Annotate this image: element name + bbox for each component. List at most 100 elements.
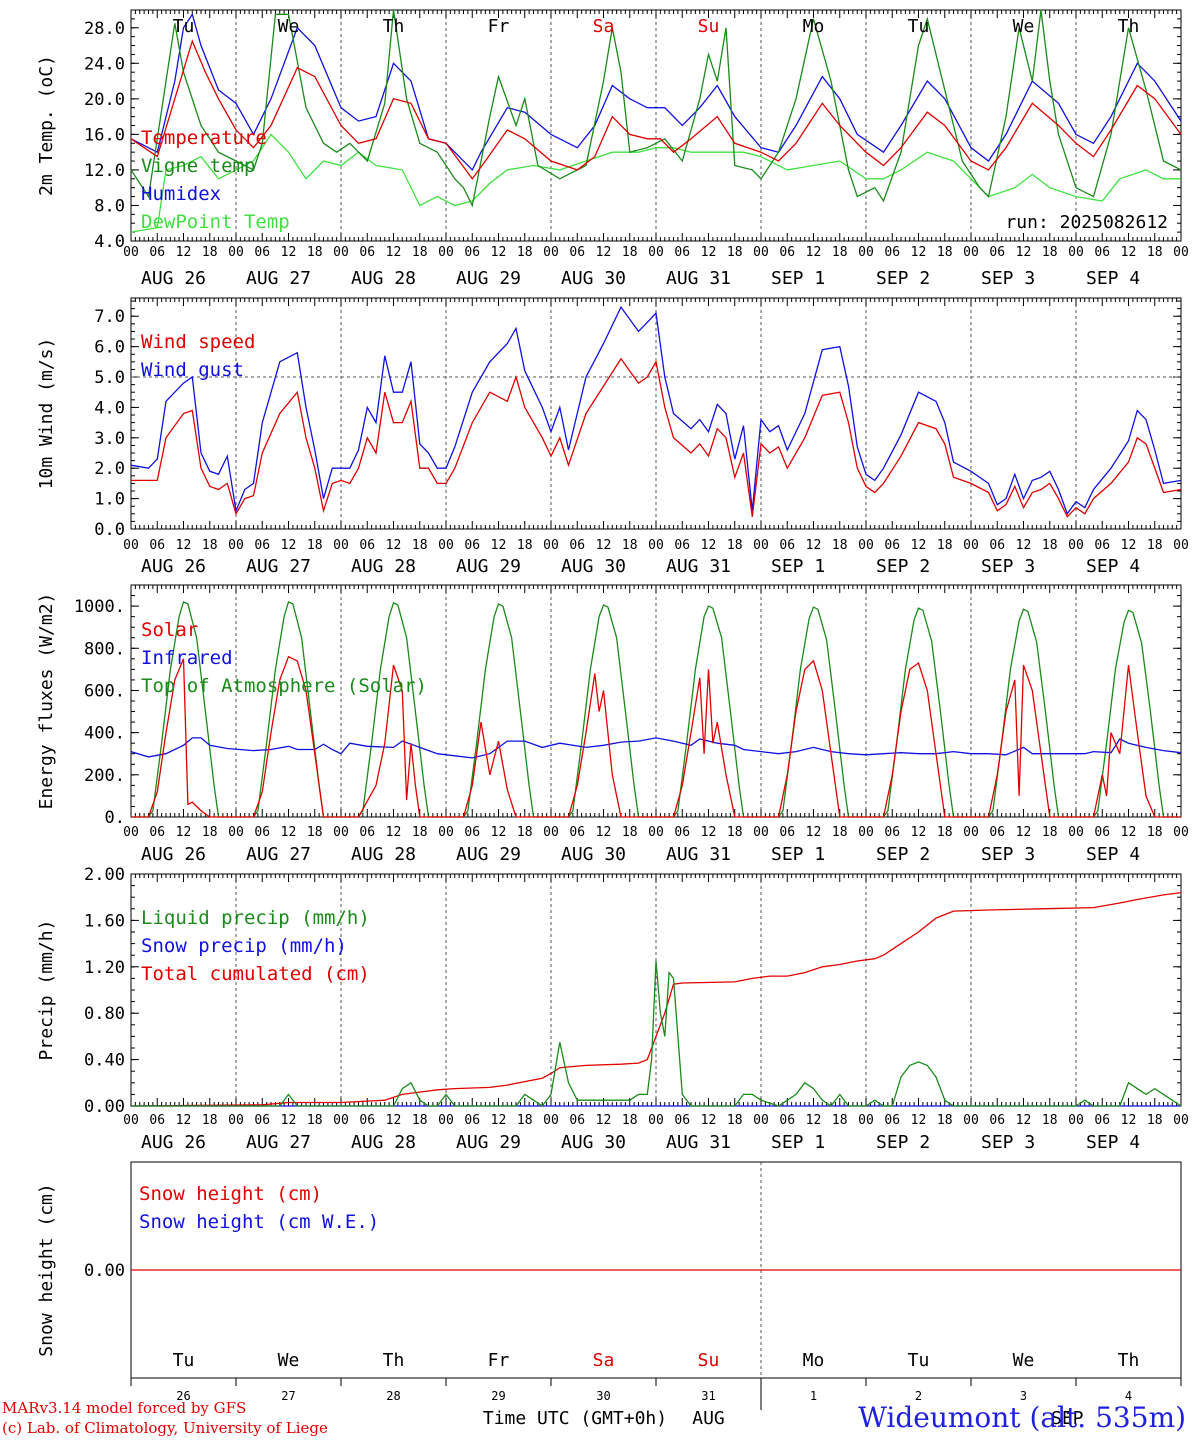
wind-hour-tick-label: 00 <box>963 538 979 553</box>
wind-hour-tick-label: 06 <box>779 538 795 553</box>
temp-date-label: AUG 30 <box>561 268 626 289</box>
precip-hour-tick-label: 12 <box>596 1113 612 1128</box>
day-number: 29 <box>491 1389 505 1403</box>
wind-hour-tick-label: 06 <box>464 538 480 553</box>
legend-temp-0: Temperature <box>141 127 267 149</box>
precip-hour-tick-label: 06 <box>884 1113 900 1128</box>
temp-hour-tick-label: 12 <box>596 245 612 260</box>
precip-hour-tick-label: 00 <box>438 1113 454 1128</box>
energy-date-label: SEP 4 <box>1086 844 1140 865</box>
temp-hour-tick-label: 12 <box>1121 245 1137 260</box>
energy-hour-tick-label: 06 <box>464 825 480 840</box>
model-credit: MARv3.14 model forced by GFS <box>2 1399 247 1417</box>
day-number: 31 <box>701 1389 715 1403</box>
precip-y-tick-label: 0.40 <box>84 1051 125 1071</box>
wind-date-label: AUG 29 <box>456 556 521 577</box>
weekday-label-bottom: We <box>1013 1350 1035 1371</box>
temp-hour-tick-label: 00 <box>858 245 874 260</box>
temp-series-temperature <box>130 39 1182 180</box>
wind-hour-tick-label: 06 <box>149 538 165 553</box>
energy-hour-tick-label: 00 <box>123 825 139 840</box>
wind-hour-tick-label: 00 <box>438 538 454 553</box>
energy-hour-tick-label: 00 <box>963 825 979 840</box>
energy-y-tick-label: 1000. <box>74 597 125 617</box>
wind-hour-tick-label: 12 <box>491 538 507 553</box>
wind-y-tick-label: 0.0 <box>94 520 125 540</box>
temp-hour-tick-label: 06 <box>569 245 585 260</box>
energy-hour-tick-label: 00 <box>228 825 244 840</box>
wind-hour-tick-label: 06 <box>254 538 270 553</box>
energy-hour-tick-label: 18 <box>832 825 848 840</box>
weekday-label-bottom: Tu <box>908 1350 930 1371</box>
wind-hour-tick-label: 12 <box>911 538 927 553</box>
energy-hour-tick-label: 12 <box>806 825 822 840</box>
precip-date-label: AUG 26 <box>141 1132 206 1153</box>
temp-date-label: SEP 1 <box>771 268 825 289</box>
weekday-label-top: We <box>1013 16 1035 37</box>
energy-series-solar <box>131 655 1181 818</box>
wind-hour-tick-label: 06 <box>989 538 1005 553</box>
energy-hour-tick-label: 18 <box>412 825 428 840</box>
wind-y-tick-label: 1.0 <box>94 490 125 510</box>
weekday-label-bottom: Tu <box>173 1350 195 1371</box>
legend-precip-2: Total cumulated (cm) <box>141 963 370 985</box>
temp-series-vigne-temp <box>130 9 1182 208</box>
wind-hour-tick-label: 12 <box>281 538 297 553</box>
legend-temp-1: Vigne temp <box>141 155 255 177</box>
wind-hour-tick-label: 12 <box>176 538 192 553</box>
weekday-label-top: Fr <box>488 16 510 37</box>
precip-y-tick-label: 0.80 <box>84 1004 125 1024</box>
wind-hour-tick-label: 00 <box>1068 538 1084 553</box>
temp-series-dewpoint-temp <box>130 133 1181 233</box>
weekday-label-bottom: Fr <box>488 1350 510 1371</box>
temp-hour-tick-label: 06 <box>674 245 690 260</box>
precip-hour-tick-label: 18 <box>412 1113 428 1128</box>
temp-y-tick-label: 20.0 <box>84 90 125 110</box>
wind-hour-tick-label: 06 <box>569 538 585 553</box>
temp-y-tick-label: 16.0 <box>84 125 125 145</box>
precip-hour-tick-label: 12 <box>911 1113 927 1128</box>
precip-hour-tick-label: 00 <box>648 1113 664 1128</box>
energy-y-tick-label: 200. <box>84 766 125 786</box>
temp-hour-tick-label: 00 <box>753 245 769 260</box>
wind-hour-tick-label: 12 <box>596 538 612 553</box>
day-number: 4 <box>1125 1389 1132 1403</box>
wind-hour-tick-label: 06 <box>884 538 900 553</box>
weekday-label-bottom: Th <box>1118 1350 1140 1371</box>
energy-date-label: AUG 30 <box>561 844 626 865</box>
precip-date-label: SEP 3 <box>981 1132 1035 1153</box>
energy-hour-tick-label: 18 <box>1147 825 1163 840</box>
temp-date-label: AUG 29 <box>456 268 521 289</box>
wind-hour-tick-label: 18 <box>622 538 638 553</box>
precip-hour-tick-label: 06 <box>359 1113 375 1128</box>
energy-hour-tick-label: 12 <box>176 825 192 840</box>
energy-hour-tick-label: 06 <box>989 825 1005 840</box>
temp-hour-tick-label: 06 <box>989 245 1005 260</box>
temp-hour-tick-label: 18 <box>307 245 323 260</box>
day-number: 26 <box>176 1389 190 1403</box>
wind-hour-tick-label: 00 <box>123 538 139 553</box>
energy-date-label: SEP 2 <box>876 844 930 865</box>
temp-hour-tick-label: 00 <box>648 245 664 260</box>
energy-hour-tick-label: 06 <box>569 825 585 840</box>
temp-hour-tick-label: 18 <box>937 245 953 260</box>
energy-y-tick-label: 400. <box>84 724 125 744</box>
precip-hour-tick-label: 12 <box>806 1113 822 1128</box>
wind-hour-tick-label: 12 <box>701 538 717 553</box>
wind-hour-tick-label: 18 <box>937 538 953 553</box>
wind-hour-tick-label: 18 <box>307 538 323 553</box>
wind-hour-tick-label: 18 <box>1042 538 1058 553</box>
temp-hour-tick-label: 12 <box>1016 245 1032 260</box>
energy-hour-tick-label: 12 <box>911 825 927 840</box>
precip-hour-tick-label: 00 <box>753 1113 769 1128</box>
weekday-label-top: Sa <box>593 16 615 37</box>
temp-hour-tick-label: 18 <box>1147 245 1163 260</box>
energy-y-axis-label: Energy fluxes (W/m2) <box>36 593 57 810</box>
temp-hour-tick-label: 06 <box>884 245 900 260</box>
energy-hour-tick-label: 18 <box>727 825 743 840</box>
legend-snow-0: Snow height (cm) <box>139 1183 322 1205</box>
legend-snow-1: Snow height (cm W.E.) <box>139 1211 379 1233</box>
precip-hour-tick-label: 18 <box>1147 1113 1163 1128</box>
x-axis-title: Time UTC (GMT+0h) <box>483 1408 667 1429</box>
